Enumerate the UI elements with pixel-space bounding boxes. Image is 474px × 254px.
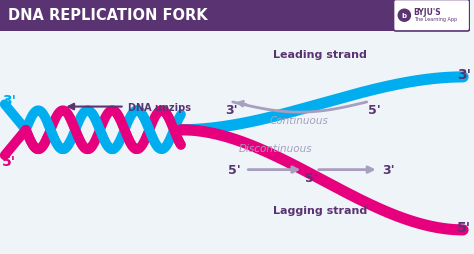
Text: The Learning App: The Learning App — [414, 17, 457, 22]
Text: 5': 5' — [457, 220, 471, 234]
Text: b: b — [402, 13, 407, 19]
Circle shape — [398, 10, 410, 22]
FancyBboxPatch shape — [393, 1, 470, 32]
Text: 3': 3' — [225, 103, 237, 116]
Text: 5': 5' — [2, 155, 16, 169]
FancyBboxPatch shape — [0, 0, 470, 31]
Text: DNA REPLICATION FORK: DNA REPLICATION FORK — [9, 8, 208, 23]
Text: 3': 3' — [2, 94, 16, 108]
Text: Leading strand: Leading strand — [273, 50, 367, 59]
Text: Lagging strand: Lagging strand — [273, 205, 367, 215]
Text: BYJU'S: BYJU'S — [414, 8, 441, 18]
Text: 3': 3' — [457, 68, 471, 82]
Text: 5': 5' — [305, 171, 318, 184]
Text: 5': 5' — [228, 164, 241, 177]
Text: DNA unzips: DNA unzips — [128, 102, 191, 112]
Text: 3': 3' — [382, 164, 394, 177]
Text: Discontinuous: Discontinuous — [238, 144, 312, 154]
Text: 5': 5' — [368, 103, 381, 116]
Text: Continuous: Continuous — [269, 116, 328, 126]
